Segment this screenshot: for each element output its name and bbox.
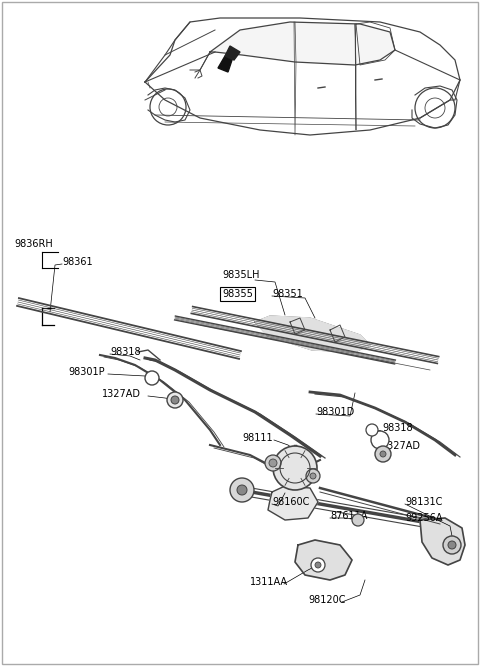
Polygon shape xyxy=(255,316,370,352)
Circle shape xyxy=(380,451,386,457)
Text: 99256A: 99256A xyxy=(405,513,443,523)
Circle shape xyxy=(145,371,159,385)
Circle shape xyxy=(237,485,247,495)
Text: 1327AD: 1327AD xyxy=(102,389,141,399)
Circle shape xyxy=(269,459,277,467)
Text: 98301D: 98301D xyxy=(316,407,354,417)
Text: 98131C: 98131C xyxy=(405,497,443,507)
Text: 9836RH: 9836RH xyxy=(14,239,53,249)
Text: 98160C: 98160C xyxy=(272,497,310,507)
Polygon shape xyxy=(268,486,318,520)
Text: 98318: 98318 xyxy=(110,347,141,357)
Circle shape xyxy=(306,469,320,483)
Text: 98351: 98351 xyxy=(272,289,303,299)
Text: 98111: 98111 xyxy=(242,433,273,443)
Polygon shape xyxy=(295,540,352,580)
Circle shape xyxy=(315,562,321,568)
Circle shape xyxy=(230,478,254,502)
Polygon shape xyxy=(210,22,395,65)
Text: 1327AD: 1327AD xyxy=(382,441,421,451)
Circle shape xyxy=(448,541,456,549)
Circle shape xyxy=(311,558,325,572)
Polygon shape xyxy=(218,56,232,72)
Text: 9835LH: 9835LH xyxy=(222,270,260,280)
Circle shape xyxy=(371,431,389,449)
Circle shape xyxy=(352,514,364,526)
Text: 98361: 98361 xyxy=(62,257,93,267)
Text: 98301P: 98301P xyxy=(68,367,105,377)
Polygon shape xyxy=(420,518,465,565)
Polygon shape xyxy=(225,46,240,60)
Circle shape xyxy=(310,473,316,479)
Circle shape xyxy=(167,392,183,408)
Text: 87611A: 87611A xyxy=(330,511,367,521)
Text: 98318: 98318 xyxy=(382,423,413,433)
Circle shape xyxy=(366,424,378,436)
Circle shape xyxy=(171,396,179,404)
Circle shape xyxy=(443,536,461,554)
Text: 98120C: 98120C xyxy=(308,595,346,605)
Text: 98355: 98355 xyxy=(222,289,253,299)
Circle shape xyxy=(375,446,391,462)
Circle shape xyxy=(265,455,281,471)
Text: 1311AA: 1311AA xyxy=(250,577,288,587)
Circle shape xyxy=(273,446,317,490)
